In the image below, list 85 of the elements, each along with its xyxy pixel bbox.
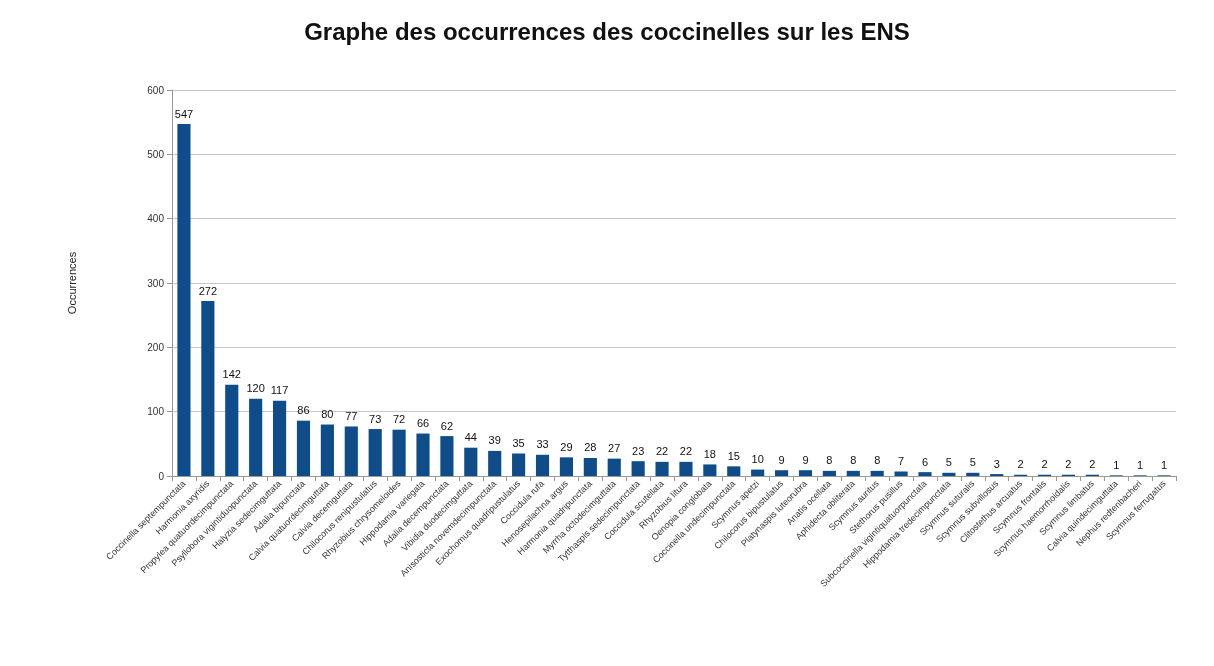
bar bbox=[703, 464, 717, 476]
data-label: 5 bbox=[969, 456, 976, 469]
data-label: 62 bbox=[440, 419, 454, 432]
bar bbox=[631, 461, 645, 476]
bar bbox=[655, 461, 669, 476]
bar bbox=[822, 470, 836, 476]
bar bbox=[775, 470, 789, 476]
data-label: 9 bbox=[802, 453, 809, 466]
bar bbox=[679, 461, 693, 476]
data-label: 77 bbox=[345, 409, 358, 422]
data-label: 142 bbox=[222, 368, 241, 381]
data-label: 29 bbox=[560, 440, 573, 453]
data-label: 80 bbox=[321, 408, 334, 421]
data-label: 6 bbox=[921, 455, 929, 468]
y-axis-title: Occurrences bbox=[65, 251, 78, 315]
bar bbox=[512, 453, 526, 476]
bar bbox=[727, 466, 741, 476]
data-label: 2 bbox=[1017, 458, 1024, 471]
bar bbox=[607, 458, 621, 476]
data-label: 28 bbox=[584, 441, 597, 454]
bar bbox=[249, 398, 263, 476]
bar bbox=[464, 447, 478, 476]
data-label: 86 bbox=[297, 404, 310, 417]
bar bbox=[320, 424, 334, 476]
data-label: 73 bbox=[369, 412, 382, 425]
data-label: 8 bbox=[874, 454, 881, 467]
data-label: 22 bbox=[655, 445, 669, 458]
bar bbox=[798, 470, 813, 476]
data-label: 5 bbox=[945, 456, 952, 469]
data-label: 33 bbox=[536, 438, 549, 451]
bar bbox=[440, 436, 454, 476]
y-tick-label: 100 bbox=[147, 406, 165, 418]
data-label: 8 bbox=[850, 454, 857, 467]
data-label: 15 bbox=[727, 449, 740, 462]
data-label: 120 bbox=[246, 382, 265, 395]
data-label: 1 bbox=[1160, 458, 1168, 471]
data-label: 39 bbox=[488, 434, 501, 447]
data-label: 18 bbox=[703, 447, 716, 460]
bar bbox=[177, 124, 191, 476]
data-label: 2 bbox=[1065, 458, 1072, 471]
y-tick-label: 500 bbox=[147, 148, 165, 160]
bar bbox=[416, 433, 430, 476]
bar bbox=[535, 454, 550, 476]
chart-title: Graphe des occurrences des coccinelles sur les ENS bbox=[304, 17, 910, 45]
data-label: 547 bbox=[174, 107, 194, 120]
bar bbox=[918, 472, 932, 476]
bar bbox=[559, 457, 573, 476]
bar bbox=[273, 400, 287, 476]
data-label: 272 bbox=[198, 284, 218, 297]
bar bbox=[846, 470, 860, 476]
bar bbox=[225, 384, 239, 476]
data-label: 35 bbox=[512, 436, 525, 449]
data-label: 66 bbox=[416, 417, 430, 430]
data-label: 1 bbox=[1113, 458, 1120, 471]
y-tick-label: 200 bbox=[147, 341, 165, 353]
bar bbox=[870, 470, 884, 476]
data-label: 8 bbox=[826, 454, 833, 467]
data-label: 23 bbox=[632, 444, 645, 457]
bar bbox=[296, 420, 311, 476]
data-label: 72 bbox=[392, 413, 406, 426]
y-tick-label: 0 bbox=[158, 470, 165, 482]
data-label: 44 bbox=[464, 431, 477, 444]
bar bbox=[392, 429, 406, 476]
y-tick-label: 300 bbox=[147, 277, 165, 289]
data-label: 1 bbox=[1137, 458, 1144, 471]
bar bbox=[488, 450, 502, 476]
data-label: 2 bbox=[1089, 458, 1096, 471]
data-label: 10 bbox=[751, 453, 764, 466]
data-label: 22 bbox=[679, 445, 693, 458]
bar bbox=[894, 471, 908, 476]
y-tick-label: 400 bbox=[147, 213, 165, 225]
data-label: 117 bbox=[270, 384, 289, 397]
bar bbox=[942, 472, 956, 476]
data-label: 3 bbox=[993, 457, 1000, 470]
bar bbox=[751, 469, 765, 476]
y-tick-label: 600 bbox=[147, 84, 165, 96]
data-label: 7 bbox=[898, 455, 905, 467]
bar bbox=[966, 472, 980, 476]
data-label: 9 bbox=[778, 453, 785, 466]
bar bbox=[583, 457, 597, 476]
data-label: 27 bbox=[608, 442, 621, 455]
data-label: 2 bbox=[1041, 458, 1048, 471]
bar bbox=[344, 426, 358, 476]
bar bbox=[368, 429, 382, 476]
bar bbox=[201, 301, 215, 476]
